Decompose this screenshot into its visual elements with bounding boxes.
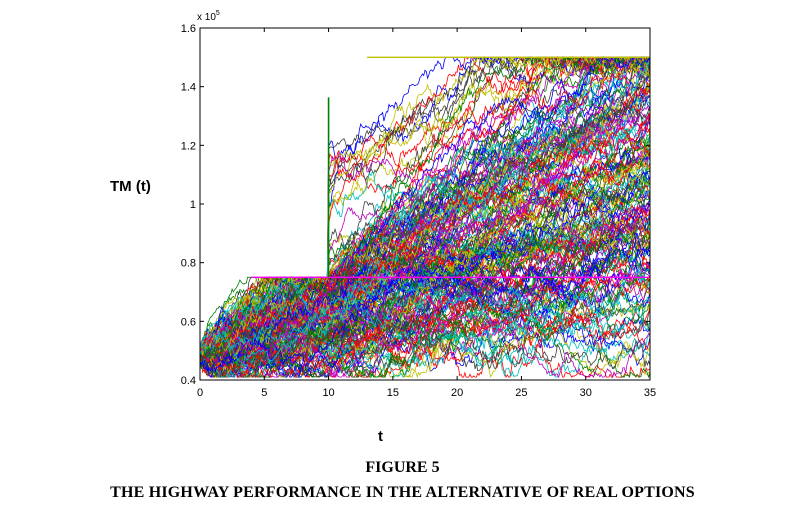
y-tick-label: 0.4 <box>181 375 196 387</box>
y-tick-label: 0.8 <box>181 258 196 270</box>
simulated-path <box>200 56 650 366</box>
simulated-path <box>200 56 650 368</box>
simulated-path <box>200 73 650 357</box>
simulated-path <box>200 110 650 365</box>
x-axis-label: t <box>378 428 383 445</box>
y-tick-label: 1.6 <box>181 23 196 35</box>
simulated-path <box>200 215 650 369</box>
simulated-path <box>200 237 650 378</box>
simulated-path <box>200 69 650 357</box>
simulated-path <box>200 56 650 359</box>
y-tick-label: 1.4 <box>181 82 196 94</box>
simulated-path <box>200 276 650 379</box>
cap-lines <box>251 56 650 279</box>
x-tick-label: 5 <box>261 387 267 399</box>
simulated-path <box>200 292 650 356</box>
simulated-path <box>200 275 650 371</box>
figure-title: THE HIGHWAY PERFORMANCE IN THE ALTERNATI… <box>110 484 695 501</box>
y-axis: 0.4 0.6 0.8 1 1.2 1.4 1.6 <box>181 23 650 387</box>
simulated-path <box>200 271 650 379</box>
x-tick-label: 10 <box>322 387 334 399</box>
simulated-path <box>200 111 650 352</box>
simulated-path <box>200 217 650 365</box>
x-tick-label: 25 <box>515 387 527 399</box>
simulated-path <box>200 199 650 357</box>
simulated-path <box>200 253 650 359</box>
simulated-path <box>200 265 650 367</box>
simulated-path <box>200 252 650 368</box>
simulated-path <box>200 211 650 355</box>
x-tick-label: 0 <box>197 387 203 399</box>
simulated-path <box>200 79 650 365</box>
y-axis-label: TM (t) <box>110 178 151 195</box>
simulated-path <box>200 56 650 373</box>
simulated-path <box>200 181 650 362</box>
x-axis: 0 5 10 15 20 25 30 35 <box>197 28 656 399</box>
figure-number: FIGURE 5 <box>365 459 440 476</box>
y-tick-label: 1.2 <box>181 140 196 152</box>
simulated-path <box>200 202 650 379</box>
x-tick-label: 30 <box>580 387 592 399</box>
x-tick-label: 20 <box>451 387 463 399</box>
y-tick-label: 0.6 <box>181 316 196 328</box>
simulated-path <box>200 292 650 378</box>
simulated-path <box>200 280 650 352</box>
simulated-paths <box>200 55 650 379</box>
simulated-path <box>200 55 650 360</box>
x-tick-label: 35 <box>644 387 656 399</box>
simulated-path <box>200 94 650 370</box>
x-tick-label: 15 <box>387 387 399 399</box>
simulated-path <box>200 141 650 360</box>
y-tick-label: 1 <box>190 199 196 211</box>
y-multiplier-label: x 105 <box>197 10 220 23</box>
